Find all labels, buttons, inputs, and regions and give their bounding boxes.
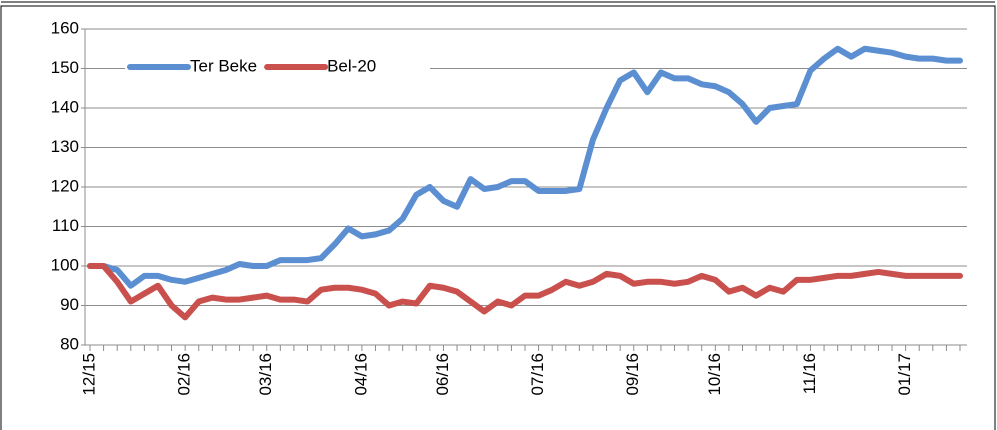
x-tick-label: 07/16 (528, 353, 547, 396)
x-tick-label: 11/16 (800, 353, 819, 394)
x-tick-label: 02/16 (175, 353, 194, 396)
y-tick-label: 100 (51, 255, 79, 274)
legend-label: Ter Beke (190, 56, 257, 75)
chart-frame (0, 5, 996, 430)
y-tick-label: 160 (51, 18, 79, 37)
y-tick-label: 80 (60, 334, 79, 353)
y-tick-label: 130 (51, 137, 79, 156)
y-tick-label: 90 (60, 295, 79, 314)
y-tick-label: 140 (51, 97, 79, 116)
x-tick-label: 12/15 (79, 353, 98, 396)
x-tick-label: 01/17 (895, 353, 914, 396)
x-tick-label: 10/16 (705, 353, 724, 396)
x-tick-label: 09/16 (623, 353, 642, 396)
x-tick-label: 03/16 (256, 353, 275, 396)
x-tick-label: 04/16 (351, 353, 370, 396)
legend-label: Bel-20 (327, 56, 376, 75)
x-tick-label: 06/16 (433, 353, 452, 396)
y-tick-label: 120 (51, 176, 79, 195)
series-line (87, 45, 963, 289)
series-line (87, 263, 963, 321)
y-tick-label: 150 (51, 58, 79, 77)
y-tick-label: 110 (52, 216, 79, 235)
